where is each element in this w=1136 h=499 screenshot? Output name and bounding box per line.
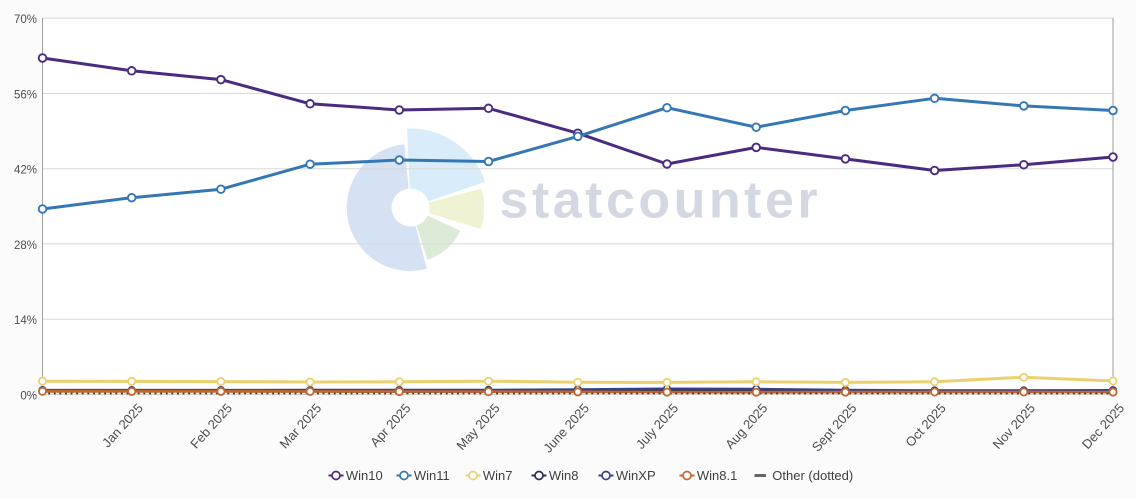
svg-text:0%: 0%	[20, 391, 37, 403]
svg-text:70%: 70%	[14, 14, 37, 26]
svg-text:28%: 28%	[14, 240, 37, 252]
svg-text:Win7: Win7	[483, 468, 513, 483]
svg-text:Win8: Win8	[549, 468, 579, 483]
svg-text:statcounter: statcounter	[500, 172, 822, 230]
svg-text:WinXP: WinXP	[616, 468, 656, 483]
svg-text:Other (dotted): Other (dotted)	[772, 468, 853, 483]
svg-text:Win10: Win10	[346, 468, 383, 483]
svg-text:Win11: Win11	[414, 468, 450, 483]
svg-text:Win8.1: Win8.1	[697, 468, 737, 483]
svg-text:56%: 56%	[14, 89, 37, 101]
svg-text:14%: 14%	[14, 315, 37, 327]
svg-text:42%: 42%	[14, 165, 37, 177]
